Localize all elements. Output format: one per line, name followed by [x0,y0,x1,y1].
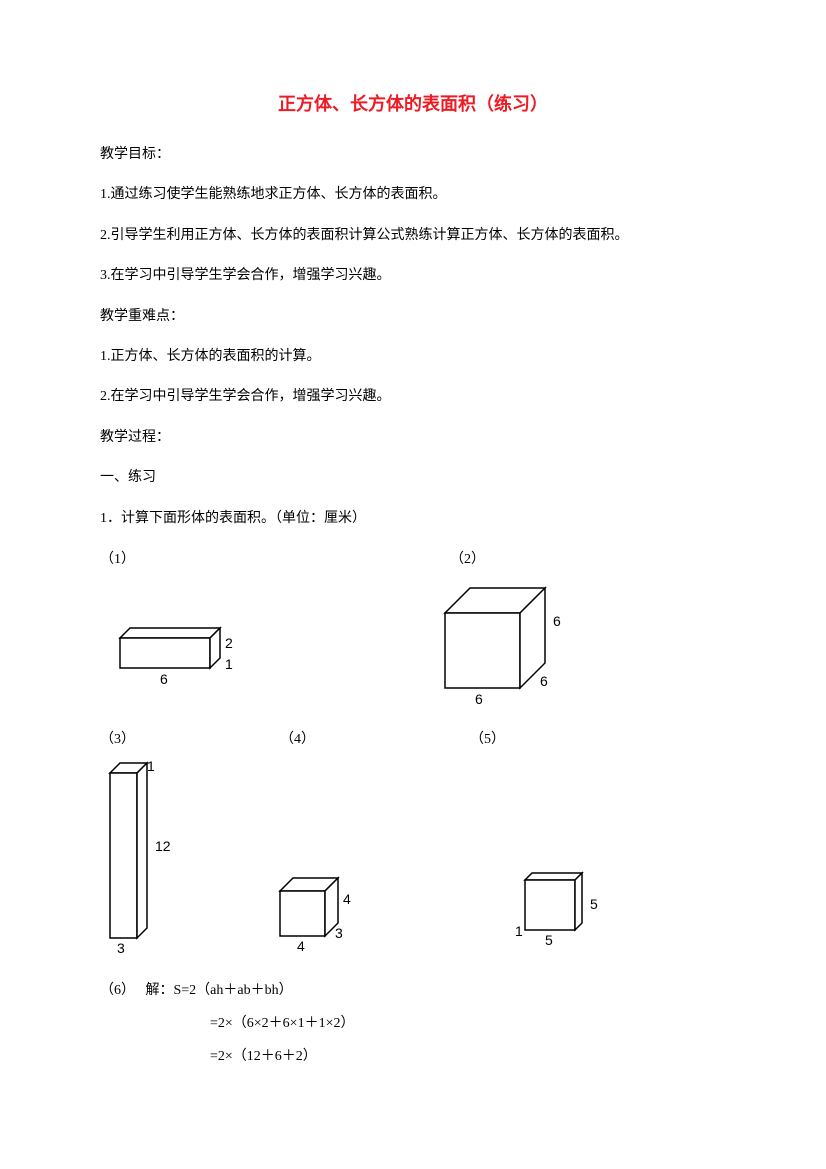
dim-l3: 3 [117,940,125,956]
sol-label: 解： [146,983,174,998]
dim-h3: 12 [155,838,171,854]
objective-3: 3.在学习中引导学生学会合作，增强学习兴趣。 [100,265,726,287]
dim-l: 6 [160,671,168,687]
shapes-row-2: 1 12 3 4 3 4 5 1 5 [100,758,726,958]
sol-formula: S=2（ah＋ab＋bh） [174,983,293,998]
label-p1: （1） [100,548,450,568]
shape-5: 5 1 5 [520,868,610,953]
section1-label: 一、练习 [100,467,726,489]
dim-h4: 4 [343,891,351,907]
shapes-row-1: 2 1 6 6 6 6 [100,578,726,718]
dim-w: 1 [225,656,233,672]
cuboid-tall-icon [105,758,175,953]
objectives-label: 教学目标： [100,144,726,166]
difficulties-label: 教学重难点： [100,306,726,328]
difficulty-1: 1.正方体、长方体的表面积的计算。 [100,346,726,368]
dim-h5: 5 [590,896,598,912]
solution-line-1: （6） 解：S=2（ah＋ab＋bh） [100,978,726,1003]
dim-b: 6 [540,673,548,689]
objective-1: 1.通过练习使学生能熟练地求正方体、长方体的表面积。 [100,184,726,206]
label-p3: （3） [100,728,280,748]
dim-w3: 1 [147,758,155,774]
shape-3: 1 12 3 [105,758,175,958]
label-p2: （2） [450,548,630,568]
title-text: 正方体、长方体的表面积（练习） [278,94,548,114]
process-label: 教学过程： [100,427,726,449]
label-p4: （4） [280,728,470,748]
objective-2: 2.引导学生利用正方体、长方体的表面积计算公式熟练计算正方体、长方体的表面积。 [100,225,726,247]
shape-2: 6 6 6 [435,583,585,708]
cube-icon [435,583,585,703]
solution-line-2: =2×（6×2＋6×1＋1×2） [100,1011,726,1036]
dim-c: 6 [553,613,561,629]
dim-l5: 5 [545,932,553,948]
shape-1: 2 1 6 [110,623,250,698]
labels-row-1: （1） （2） [100,548,726,568]
label-p5: （5） [470,728,650,748]
shape-4: 4 3 4 [275,873,365,958]
dim-w4: 3 [335,925,343,941]
dim-l4: 4 [297,938,305,954]
problem1-text: 1．计算下面形体的表面积。（单位：厘米） [100,508,726,530]
difficulty-2: 2.在学习中引导学生学会合作，增强学习兴趣。 [100,386,726,408]
labels-row-2: （3） （4） （5） [100,728,726,748]
cube-small-icon [275,873,365,953]
page-title: 正方体、长方体的表面积（练习） [100,90,726,116]
dim-a: 6 [475,691,483,707]
dim-h: 2 [225,635,233,651]
solution-line-3: =2×（12＋6＋2） [100,1044,726,1069]
dim-w5: 1 [515,923,523,939]
label-p6: （6） [100,983,135,998]
